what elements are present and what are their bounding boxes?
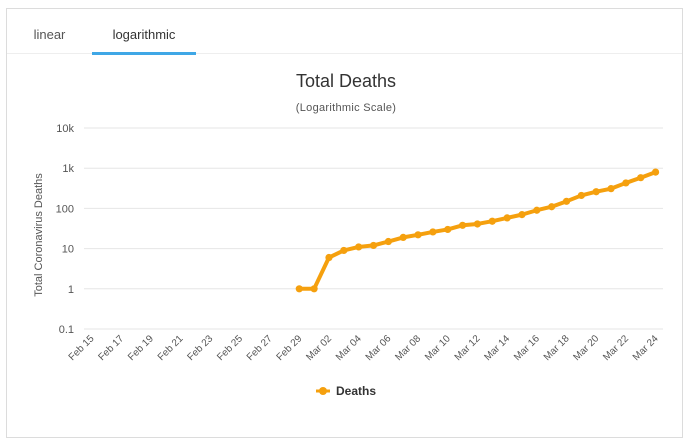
y-tick-label: 0.1 bbox=[59, 324, 74, 336]
x-tick-label: Mar 14 bbox=[482, 333, 512, 363]
x-tick-labels: Feb 15 Feb 17 Feb 19 Feb 21 Feb 23 Feb 25 Feb … bbox=[67, 333, 661, 363]
data-point bbox=[503, 214, 511, 222]
data-point bbox=[637, 174, 645, 182]
tab-logarithmic-label: logarithmic bbox=[112, 27, 176, 42]
x-tick-label: Feb 19 bbox=[126, 333, 156, 363]
x-tick-label: Mar 18 bbox=[542, 333, 572, 363]
x-tick-label: Mar 20 bbox=[572, 333, 602, 363]
grid-lines bbox=[84, 127, 663, 330]
x-tick-label: Feb 15 bbox=[67, 333, 97, 363]
deaths-chart: Total Deaths (Logarithmic Scale) Total C… bbox=[33, 71, 663, 398]
chart-panel: linear logarithmic Total Deaths (Logarit… bbox=[6, 8, 683, 438]
x-tick-label: Mar 12 bbox=[453, 333, 483, 363]
data-point bbox=[444, 225, 452, 234]
data-point bbox=[429, 228, 437, 236]
data-point bbox=[295, 285, 303, 293]
data-point bbox=[518, 211, 526, 219]
scale-tabs: linear logarithmic bbox=[7, 9, 682, 55]
x-tick-label: Feb 29 bbox=[275, 333, 305, 363]
data-point bbox=[399, 233, 407, 241]
x-tick-label: Feb 23 bbox=[186, 333, 216, 363]
legend-point-marker bbox=[319, 387, 327, 395]
x-tick-label: Mar 06 bbox=[364, 333, 394, 363]
x-tick-label: Feb 17 bbox=[96, 333, 126, 363]
chart-subtitle: (Logarithmic Scale) bbox=[296, 102, 396, 114]
y-tick-label: 100 bbox=[56, 203, 74, 215]
series-line bbox=[297, 170, 658, 291]
x-tick-label: Mar 02 bbox=[304, 333, 334, 363]
data-point bbox=[533, 206, 541, 214]
data-point bbox=[577, 191, 585, 200]
active-tab-indicator bbox=[92, 52, 196, 55]
data-point bbox=[355, 243, 363, 251]
y-axis-label: Total Coronavirus Deaths bbox=[33, 173, 45, 297]
y-tick-labels: 10k 1k 100 10 1 0.1 bbox=[56, 123, 75, 336]
data-point bbox=[458, 221, 467, 229]
data-point bbox=[384, 237, 392, 246]
x-tick-label: Mar 24 bbox=[631, 333, 661, 363]
data-point bbox=[548, 203, 556, 211]
data-point bbox=[369, 241, 378, 250]
x-tick-label: Mar 04 bbox=[334, 333, 364, 363]
tab-linear[interactable]: linear bbox=[33, 27, 66, 42]
x-tick-label: Feb 21 bbox=[156, 333, 186, 363]
legend[interactable]: Deaths bbox=[316, 384, 376, 398]
series-deaths bbox=[295, 168, 660, 293]
data-point bbox=[340, 246, 348, 255]
chart-title: Total Deaths bbox=[296, 71, 396, 91]
y-tick-label: 1 bbox=[68, 284, 74, 296]
data-point bbox=[622, 179, 630, 187]
data-point bbox=[592, 188, 600, 196]
tab-logarithmic[interactable]: logarithmic bbox=[92, 9, 196, 55]
data-point bbox=[607, 185, 615, 193]
data-point bbox=[488, 217, 496, 225]
x-tick-label: Feb 25 bbox=[215, 333, 245, 363]
data-point bbox=[325, 253, 333, 262]
x-tick-label: Mar 22 bbox=[601, 333, 631, 363]
data-point bbox=[473, 220, 482, 228]
x-tick-label: Mar 10 bbox=[423, 333, 453, 363]
x-tick-label: Mar 16 bbox=[512, 333, 542, 363]
data-point bbox=[310, 285, 318, 293]
y-tick-label: 1k bbox=[62, 163, 74, 175]
y-tick-label: 10 bbox=[62, 244, 74, 256]
x-tick-label: Mar 08 bbox=[393, 333, 423, 363]
data-point bbox=[562, 197, 571, 205]
data-point bbox=[651, 168, 660, 176]
x-tick-label: Feb 27 bbox=[245, 333, 275, 363]
legend-label-deaths: Deaths bbox=[336, 384, 376, 398]
data-point bbox=[414, 231, 422, 239]
y-tick-label: 10k bbox=[56, 123, 74, 135]
